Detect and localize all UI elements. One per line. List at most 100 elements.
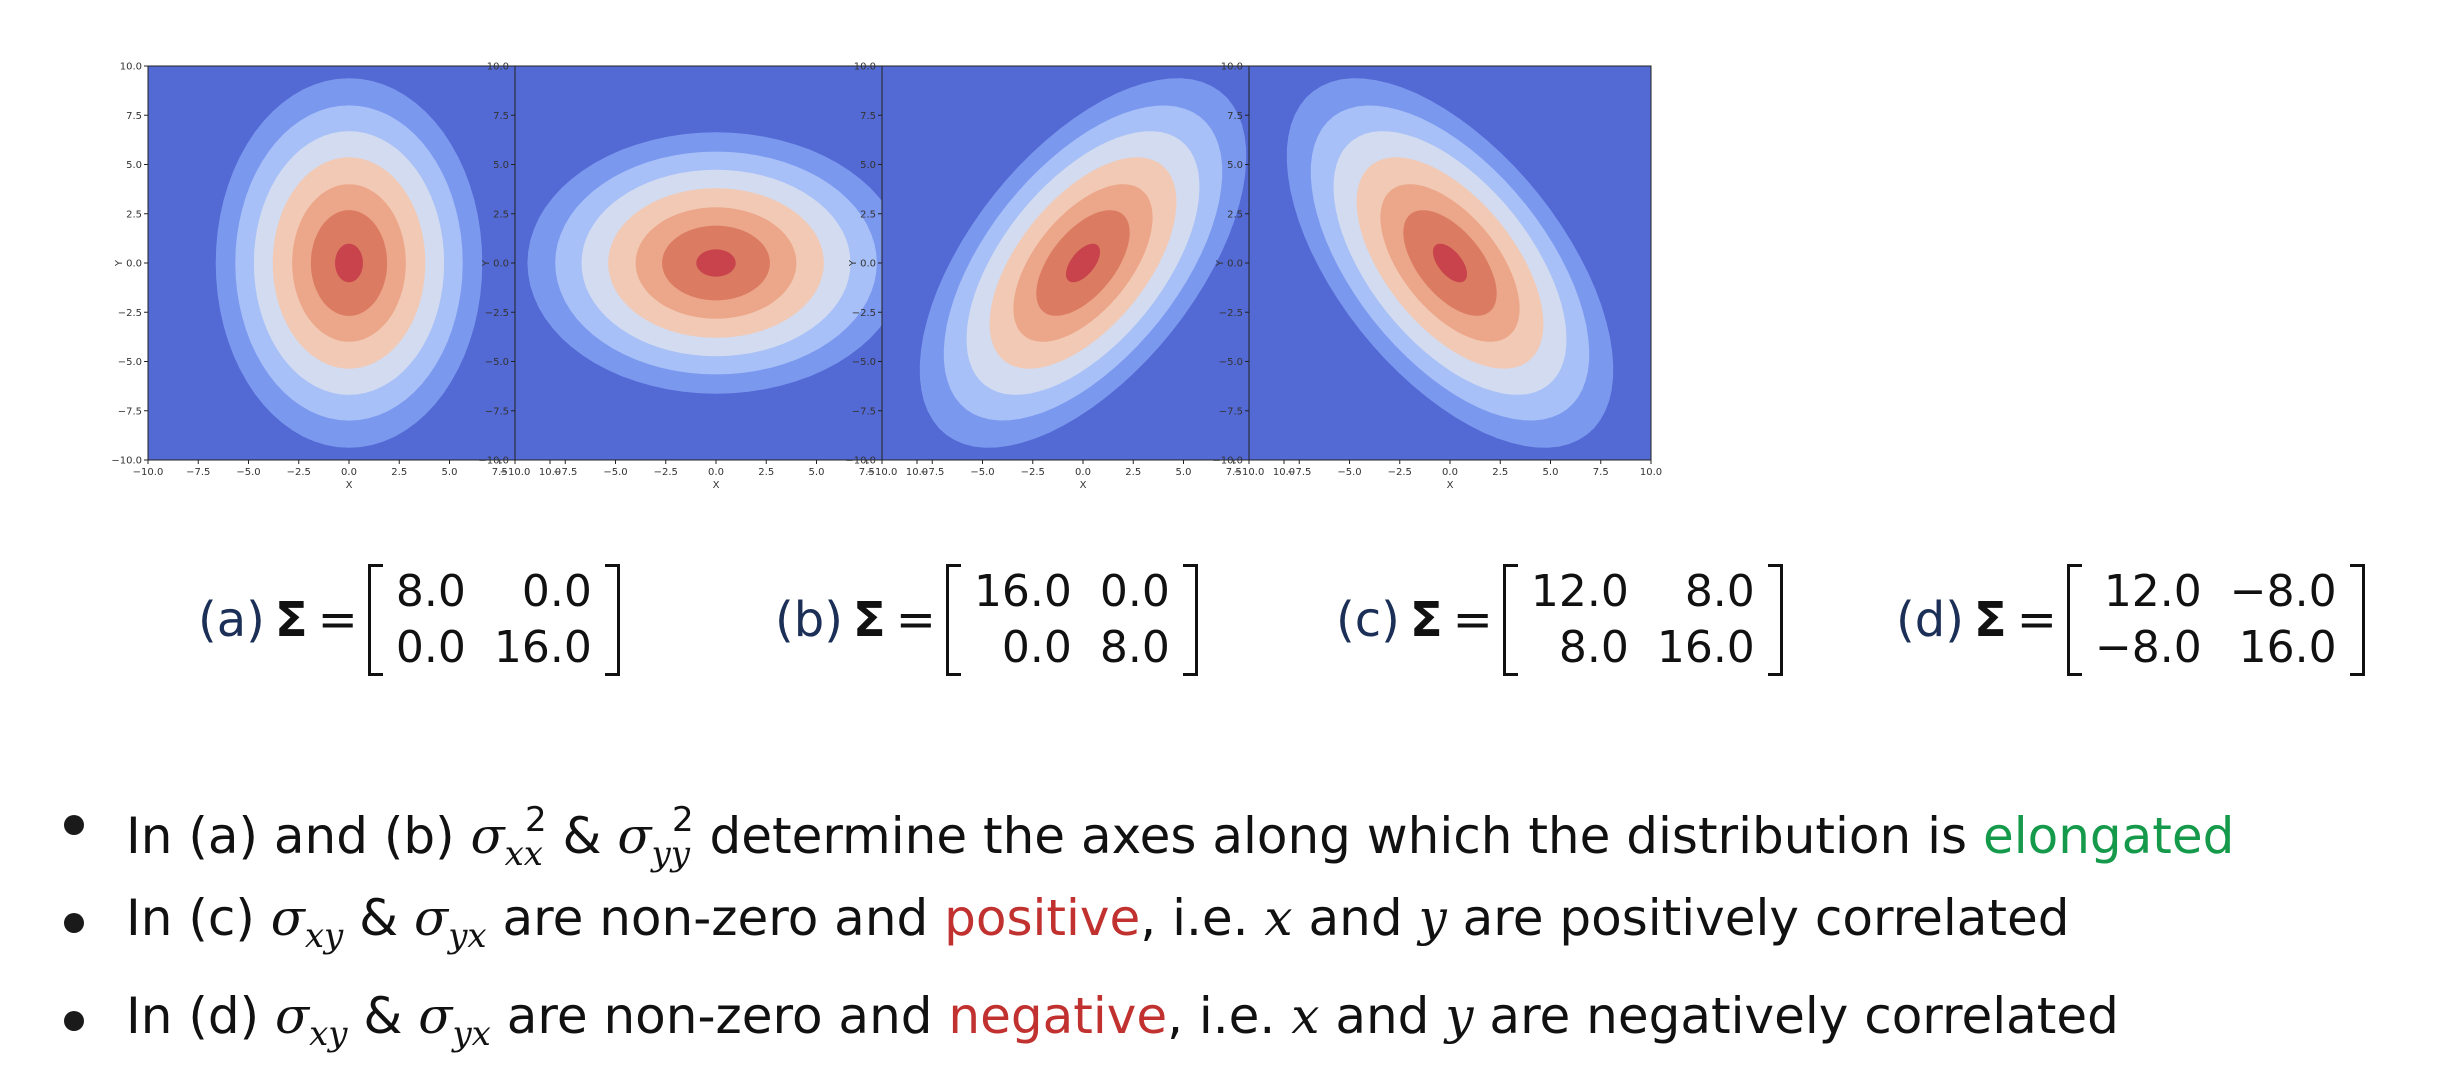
x-axis-label: X (1080, 480, 1087, 491)
sigma-symbol: Σ (852, 592, 886, 648)
sigma-symbol: Σ (1973, 592, 2007, 648)
sigma-symbol: Σ (274, 592, 308, 648)
subscript: xx (504, 834, 543, 874)
x-axis-label: X (346, 480, 353, 491)
x-tick-label: 10.0 (1640, 467, 1662, 478)
variable-y: y (1418, 889, 1447, 947)
y-tick-label: −2.5 (1219, 308, 1243, 319)
matrix-cell: 8.0 (1558, 622, 1629, 673)
x-tick-label: −2.5 (287, 467, 311, 478)
x-tick-label: 5.0 (1176, 467, 1192, 478)
bullet-text: are non-zero and (486, 889, 945, 947)
matrix-cell: 16.0 (973, 566, 1072, 617)
x-tick-label: 10.0 (539, 467, 561, 478)
caption-label: (a) (198, 592, 265, 648)
matrix-cell: 16.0 (1656, 622, 1755, 673)
x-tick-label: 0.0 (1442, 467, 1458, 478)
x-tick-label: 5.0 (442, 467, 458, 478)
x-tick-label: −7.5 (186, 467, 210, 478)
contour-panel-d: −10.0 −7.5 −5.0 −2.5 0.0 2.5 5.0 7.5 10.0 10.0 7.5… (1211, 0, 1771, 520)
matrix-cell: 0.0 (521, 566, 592, 617)
x-tick-label: −5.0 (603, 467, 627, 478)
x-tick-label: 5.0 (809, 467, 825, 478)
superscript: 2 (671, 800, 694, 840)
x-tick-label: 0.0 (708, 467, 724, 478)
bullet-text: are negatively correlated (1473, 987, 2119, 1045)
contour-level (1066, 243, 1100, 283)
equals-sign: = (1452, 592, 1493, 648)
y-tick-label: −7.5 (852, 406, 876, 417)
covariance-matrix: 8.0 0.0 0.0 16.0 (367, 564, 620, 676)
matrix-cell: 8.0 (1684, 566, 1755, 617)
x-tick-label: −2.5 (654, 467, 678, 478)
x-tick-label: −7.5 (1287, 467, 1311, 478)
subscript: xy (304, 916, 344, 956)
bullet-text: In (c) (126, 889, 271, 947)
matrix-cell: 12.0 (2103, 566, 2202, 617)
y-tick-label: −10.0 (478, 456, 509, 467)
matrix-cell: 8.0 (1099, 622, 1170, 673)
y-tick-label: 5.0 (493, 160, 509, 171)
bullet-text: , i.e. (1140, 889, 1265, 947)
variable-y: y (1445, 987, 1474, 1045)
x-tick-label: 2.5 (758, 467, 774, 478)
y-tick-label: 2.5 (493, 209, 509, 220)
x-tick-label: 2.5 (391, 467, 407, 478)
y-tick-label: 7.5 (126, 111, 142, 122)
y-tick-label: 0.0 (860, 259, 876, 270)
bullet-text: and (1319, 987, 1446, 1045)
bullet-text: and (1292, 889, 1419, 947)
y-tick-label: −5.0 (1219, 357, 1243, 368)
equals-sign: = (895, 592, 936, 648)
caption-d: (d) Σ = 12.0 −8.0 −8.0 16.0 (1896, 555, 2365, 685)
bullet-text: are non-zero and (490, 987, 949, 1045)
subscript: xy (309, 1014, 348, 1054)
y-tick-label: −2.5 (852, 308, 876, 319)
x-tick-label: 7.5 (1593, 467, 1609, 478)
matrix-cell: 0.0 (1099, 566, 1170, 617)
matrix-cell: −8.0 (2094, 622, 2202, 673)
y-tick-label: −2.5 (485, 308, 509, 319)
x-tick-label: −5.0 (236, 467, 260, 478)
y-axis-label: Y (481, 259, 492, 267)
covariance-matrix: 12.0 8.0 8.0 16.0 (1502, 564, 1783, 676)
y-axis-label: Y (1215, 259, 1226, 267)
matrix-cell: 16.0 (2238, 622, 2337, 673)
contour-panel-a: −10.0 −7.5 −5.0 −2.5 0.0 2.5 5.0 7.5 10.0 10.0 7.5… (110, 0, 670, 520)
caption-label: (b) (775, 592, 843, 648)
bullet-text: are positively correlated (1446, 889, 2070, 947)
x-tick-label: −7.5 (920, 467, 944, 478)
x-tick-label: −10.0 (1234, 467, 1265, 478)
covariance-matrix: 12.0 −8.0 −8.0 16.0 (2066, 564, 2365, 676)
covariance-matrix: 16.0 0.0 0.0 8.0 (945, 564, 1198, 676)
x-tick-label: 2.5 (1492, 467, 1508, 478)
contour-level (1433, 243, 1467, 283)
bullet-text: & (343, 889, 415, 947)
x-tick-label: 10.0 (1273, 467, 1295, 478)
matrix-cell: 8.0 (395, 566, 466, 617)
y-tick-label: 5.0 (860, 160, 876, 171)
y-tick-label: −10.0 (1212, 456, 1243, 467)
y-tick-label: 10.0 (1221, 62, 1243, 73)
equals-sign: = (2016, 592, 2057, 648)
y-tick-label: 10.0 (854, 62, 876, 73)
x-tick-label: −10.0 (500, 467, 531, 478)
highlight-word: negative (948, 987, 1168, 1045)
sigma-symbol: Σ (1409, 592, 1443, 648)
x-tick-label: −2.5 (1021, 467, 1045, 478)
x-tick-label: −5.0 (1337, 467, 1361, 478)
sigma-symbol: σ (270, 889, 305, 947)
y-tick-label: −5.0 (118, 357, 142, 368)
bullet-text: & (347, 987, 419, 1045)
x-axis-label: X (713, 480, 720, 491)
x-tick-label: 0.0 (341, 467, 357, 478)
x-tick-label: 0.0 (1075, 467, 1091, 478)
x-tick-label: −2.5 (1388, 467, 1412, 478)
highlight-word: elongated (1982, 807, 2235, 865)
variable-x: x (1291, 987, 1320, 1045)
bullet-list: In (a) and (b) σxx2 & σyy2 determine the… (58, 790, 2418, 1084)
caption-b: (b) Σ = 16.0 0.0 0.0 8.0 (775, 555, 1198, 685)
matrix-cell: 12.0 (1530, 566, 1629, 617)
x-axis-label: X (1447, 480, 1454, 491)
y-tick-label: −2.5 (118, 308, 142, 319)
